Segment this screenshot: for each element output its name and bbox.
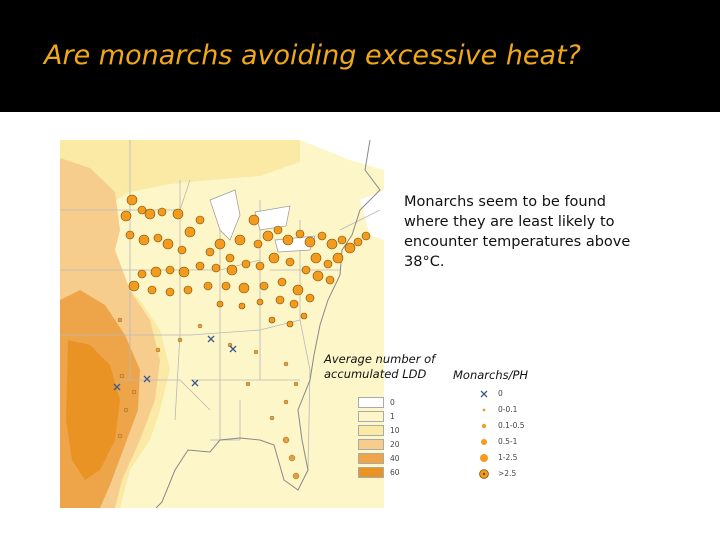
- zone-white-north: [300, 140, 384, 170]
- ldd-swatch-10: [358, 425, 384, 436]
- ldd-zones: [60, 140, 384, 508]
- x-markers: [113, 335, 237, 391]
- monarch-label-3: 0.5-1: [498, 437, 518, 446]
- ldd-swatch-60: [358, 467, 384, 478]
- tiny-dot-icon: [482, 408, 486, 412]
- lakes: [209, 189, 316, 253]
- ldd-swatch-40: [358, 453, 384, 464]
- monarch-label-1: 0-0.1: [498, 405, 518, 414]
- ldd-legend-title-line1: Average number of: [324, 352, 436, 366]
- monarch-label-2: 0.1-0.5: [498, 421, 525, 430]
- callout-text: Monarchs seem to be found where they are…: [404, 194, 631, 270]
- medium-dot-icon: [481, 439, 487, 445]
- x-icon: [480, 390, 488, 398]
- monarch-markers: [120, 194, 371, 328]
- zone-60: [66, 340, 120, 480]
- ldd-swatch-1: [358, 411, 384, 422]
- monarch-label-4: 1-2.5: [498, 453, 518, 462]
- small-dot-icon: [481, 423, 487, 429]
- large-dot-icon: [480, 454, 488, 462]
- ldd-legend-title-line2: accumulated LDD: [324, 367, 427, 381]
- zone-white-ne: [360, 190, 384, 240]
- state-borders: [60, 140, 381, 471]
- monarch-label-5: >2.5: [498, 469, 517, 478]
- ldd-swatch-20: [358, 439, 384, 450]
- ldd-legend-title: Average number of accumulated LDD: [324, 352, 435, 382]
- ldd-label-0: 0: [390, 398, 395, 407]
- coastline: [155, 140, 381, 508]
- title-bar: [0, 0, 720, 112]
- slide-title: Are monarchs avoiding excessive heat?: [44, 40, 582, 71]
- ldd-label-40: 40: [390, 454, 400, 463]
- ldd-swatch-0: [358, 397, 384, 408]
- zone-10: [60, 140, 300, 240]
- ringed-dot-icon: [479, 469, 489, 479]
- ldd-label-10: 10: [390, 426, 400, 435]
- monarch-legend-title: Monarchs/PH: [453, 368, 529, 382]
- ldd-label-1: 1: [390, 412, 395, 421]
- monarch-label-0: 0: [498, 389, 503, 398]
- ldd-label-20: 20: [390, 440, 400, 449]
- ldd-monarch-map: [60, 140, 384, 508]
- ldd-label-60: 60: [390, 468, 400, 477]
- small-markers: [117, 317, 300, 480]
